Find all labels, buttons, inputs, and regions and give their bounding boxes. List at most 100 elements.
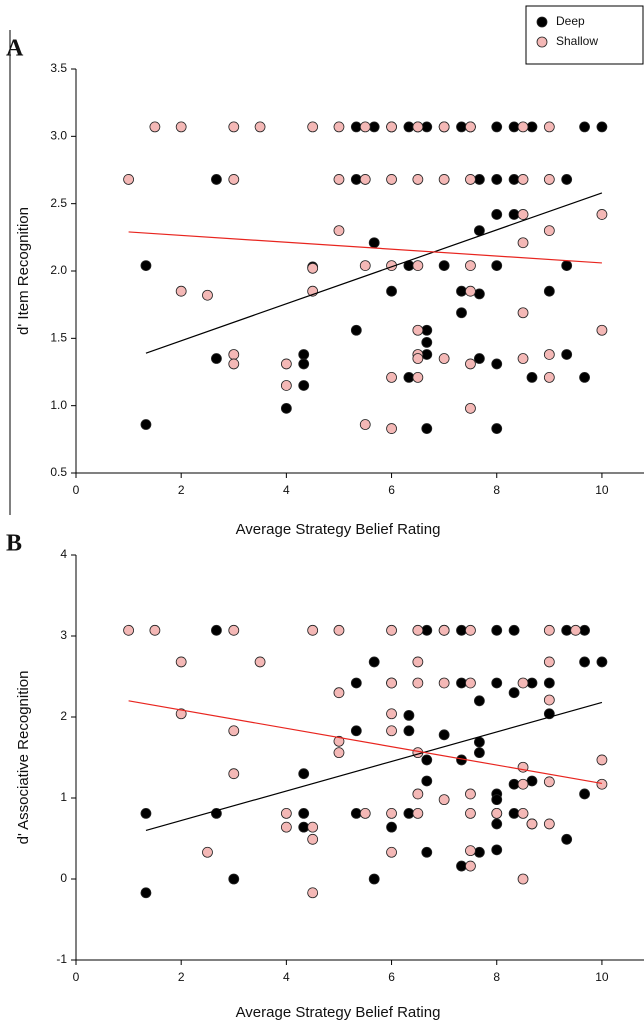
point bbox=[561, 260, 573, 272]
point bbox=[596, 778, 608, 790]
point bbox=[465, 174, 476, 185]
point bbox=[386, 821, 397, 833]
legend-marker bbox=[536, 16, 548, 28]
point bbox=[149, 624, 161, 636]
point bbox=[473, 736, 485, 748]
point bbox=[123, 174, 134, 185]
point bbox=[280, 807, 292, 819]
point bbox=[438, 353, 450, 364]
point bbox=[211, 624, 222, 636]
point bbox=[386, 174, 397, 185]
point bbox=[175, 708, 187, 720]
y-tick-label: 3 bbox=[60, 628, 67, 642]
point bbox=[438, 729, 450, 741]
point bbox=[140, 260, 152, 272]
point bbox=[438, 174, 450, 185]
point bbox=[473, 695, 485, 707]
point bbox=[465, 358, 476, 370]
point bbox=[543, 371, 555, 383]
point bbox=[465, 624, 476, 636]
point bbox=[386, 624, 397, 636]
point bbox=[456, 677, 467, 689]
point bbox=[491, 121, 503, 133]
point bbox=[596, 324, 608, 336]
point bbox=[526, 818, 538, 830]
y-tick-label: 1 bbox=[60, 790, 67, 804]
fit-line bbox=[128, 700, 603, 785]
point bbox=[368, 873, 380, 885]
point bbox=[543, 121, 555, 133]
point bbox=[517, 873, 529, 885]
point bbox=[368, 121, 380, 133]
point bbox=[491, 209, 503, 220]
legend-label: Shallow bbox=[556, 34, 598, 48]
point bbox=[211, 353, 222, 364]
point bbox=[456, 121, 467, 133]
fit-line bbox=[128, 231, 602, 264]
point bbox=[543, 174, 555, 185]
point bbox=[298, 349, 310, 360]
point bbox=[491, 818, 503, 830]
point bbox=[473, 174, 485, 185]
point bbox=[421, 336, 433, 348]
point bbox=[350, 174, 362, 185]
point bbox=[403, 725, 415, 737]
point bbox=[465, 845, 476, 857]
point bbox=[561, 349, 573, 360]
point bbox=[561, 624, 573, 636]
legend-label: Deep bbox=[556, 14, 585, 28]
point bbox=[140, 807, 152, 819]
point bbox=[228, 174, 240, 185]
point bbox=[491, 624, 503, 636]
point bbox=[350, 725, 362, 737]
point bbox=[421, 754, 433, 766]
point bbox=[438, 121, 450, 133]
point bbox=[596, 656, 608, 668]
point bbox=[211, 174, 222, 185]
point bbox=[333, 735, 345, 747]
point bbox=[543, 349, 555, 360]
point bbox=[359, 807, 371, 819]
point bbox=[228, 873, 240, 885]
point bbox=[465, 402, 476, 414]
point bbox=[280, 380, 292, 391]
point bbox=[333, 174, 345, 185]
point bbox=[579, 121, 590, 133]
point bbox=[596, 209, 608, 220]
x-tick-label: 6 bbox=[388, 483, 395, 497]
point bbox=[473, 353, 485, 364]
point bbox=[456, 307, 467, 319]
point bbox=[421, 775, 433, 787]
x-tick-label: 2 bbox=[178, 483, 185, 497]
point bbox=[307, 262, 319, 274]
y-axis-title: d' Item Recognition bbox=[15, 207, 32, 335]
point bbox=[175, 121, 187, 133]
legend-marker bbox=[536, 36, 548, 48]
point bbox=[421, 624, 433, 636]
point bbox=[517, 174, 529, 185]
point bbox=[456, 624, 467, 636]
fit-line bbox=[145, 192, 603, 354]
point bbox=[491, 677, 503, 689]
point bbox=[508, 121, 520, 133]
point bbox=[517, 677, 529, 689]
point bbox=[228, 358, 240, 370]
point bbox=[298, 358, 310, 370]
point bbox=[333, 747, 345, 759]
point bbox=[473, 747, 485, 759]
point bbox=[140, 887, 152, 899]
point bbox=[543, 285, 555, 297]
fit-line bbox=[145, 701, 603, 831]
point bbox=[473, 288, 485, 300]
point bbox=[140, 419, 152, 430]
point bbox=[412, 788, 424, 800]
point bbox=[491, 794, 503, 806]
panel-label: A bbox=[6, 36, 24, 62]
point bbox=[543, 677, 555, 689]
point bbox=[386, 708, 397, 720]
point bbox=[307, 833, 319, 845]
point bbox=[517, 209, 529, 220]
point bbox=[298, 821, 310, 833]
point bbox=[386, 846, 397, 858]
